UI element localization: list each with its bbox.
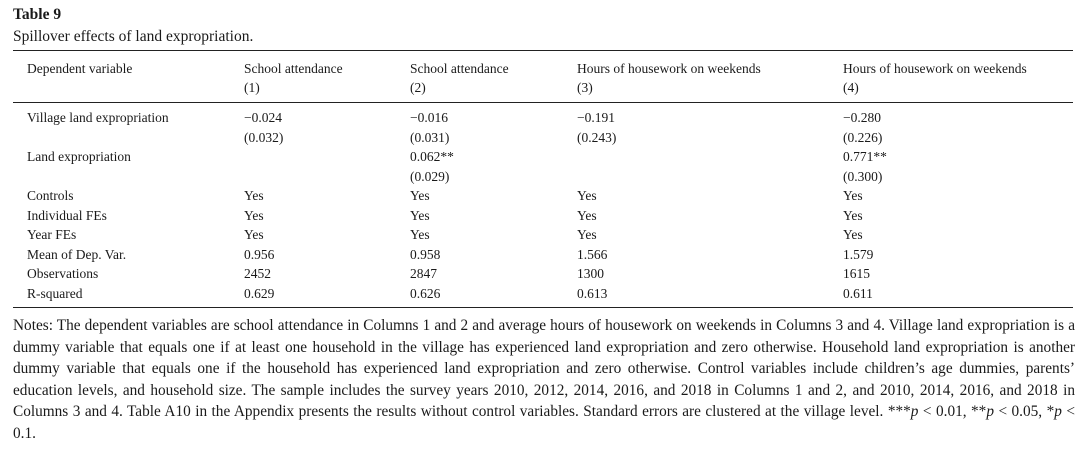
table-cell: 2452 (244, 266, 271, 281)
table-cell: 2847 (410, 266, 437, 281)
table-cell: −0.016 (410, 110, 448, 125)
table-cell: (0.032) (244, 129, 284, 145)
table-label: Table 9 (13, 6, 62, 23)
table-cell: Yes (577, 188, 597, 203)
table-cell: 0.629 (244, 285, 275, 301)
table-cell: Yes (410, 227, 430, 242)
table-notes: Notes: The dependent variables are schoo… (13, 315, 1075, 445)
table-cell: (0.300) (843, 168, 883, 184)
table-cell: 0.062** (410, 149, 454, 164)
table-cell: Yes (244, 188, 264, 203)
row-label: Individual FEs (27, 207, 107, 223)
header-rule (13, 102, 1073, 103)
sig-stars-3: * (1046, 403, 1055, 421)
table-cell: Yes (244, 227, 264, 242)
col-4-number: (4) (843, 80, 859, 95)
sig-threshold-2: < 0.05, (993, 403, 1047, 421)
col-2-name: School attendance (410, 61, 509, 76)
table-cell: −0.191 (577, 110, 615, 125)
table-cell: Yes (244, 207, 264, 223)
sig-threshold-1: < 0.01, (918, 403, 972, 421)
table-cell: Yes (843, 188, 863, 203)
p-symbol-2: p (986, 403, 994, 421)
table-cell: 1300 (577, 266, 604, 281)
row-label: Village land expropriation (27, 110, 169, 125)
table-cell: (0.029) (410, 168, 450, 184)
col-4-name: Hours of housework on weekends (843, 61, 1027, 76)
table-cell: Yes (577, 227, 597, 242)
col-1-number: (1) (244, 80, 260, 95)
table-cell: 0.958 (410, 246, 441, 262)
table-cell: Yes (410, 188, 430, 203)
table-cell: −0.024 (244, 110, 282, 125)
table-cell: 0.626 (410, 285, 441, 301)
row-label: R-squared (27, 285, 83, 301)
row-label: Mean of Dep. Var. (27, 246, 127, 262)
table-cell: (0.226) (843, 129, 883, 145)
sig-threshold-3: < 0.1. (13, 403, 1075, 442)
top-rule (13, 50, 1073, 52)
row-label: Observations (27, 266, 99, 281)
col-1-name: School attendance (244, 61, 343, 76)
table-cell: 1.579 (843, 246, 874, 262)
bottom-rule (13, 307, 1073, 309)
col-3-name: Hours of housework on weekends (577, 61, 761, 76)
table-cell: Yes (410, 207, 430, 223)
table-cell: (0.031) (410, 129, 450, 145)
row-label: Year FEs (27, 227, 77, 242)
table-cell: 0.613 (577, 285, 608, 301)
table-cell: Yes (843, 207, 863, 223)
col-2-number: (2) (410, 80, 426, 95)
col-3-number: (3) (577, 80, 593, 95)
table-cell: 1.566 (577, 246, 608, 262)
p-symbol-3: p (1054, 403, 1062, 421)
table-cell: 0.956 (244, 246, 275, 262)
table-title: Spillover effects of land expropriation. (13, 28, 254, 45)
table-cell: −0.280 (843, 110, 881, 125)
table-cell: (0.243) (577, 129, 617, 145)
table-cell: 1615 (843, 266, 870, 281)
row-label: Land expropriation (27, 149, 131, 164)
table-cell: Yes (843, 227, 863, 242)
row-label: Controls (27, 188, 74, 203)
table-cell: 0.611 (843, 285, 873, 301)
sig-stars-1: *** (887, 403, 911, 421)
notes-text: Notes: The dependent variables are schoo… (13, 317, 1075, 421)
sig-stars-2: ** (971, 403, 987, 421)
p-symbol-1: p (910, 403, 919, 421)
table-cell: 0.771** (843, 149, 887, 164)
table-cell: Yes (577, 207, 597, 223)
dep-var-header: Dependent variable (27, 61, 133, 76)
